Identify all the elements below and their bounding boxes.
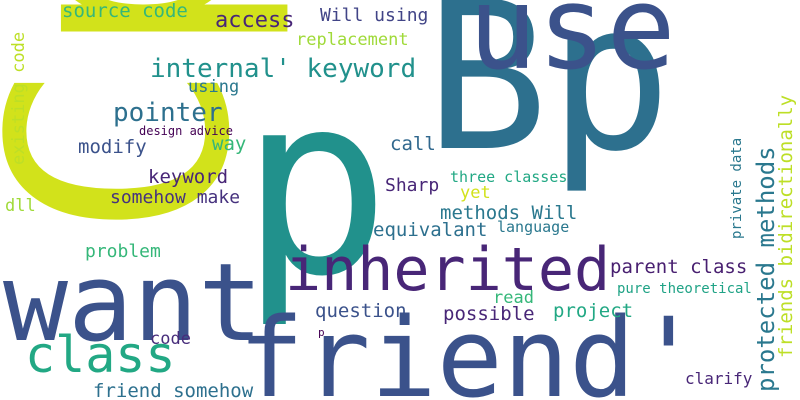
word-private-data: private data (729, 138, 745, 239)
word-p: p (240, 40, 391, 331)
word-friends-bidirectionally: friends bidirectionally (775, 95, 797, 358)
word-design-advice: design advice (139, 124, 233, 138)
word-replacement: replacement (296, 30, 409, 50)
word-p-2: p (318, 326, 325, 339)
word-language: language (497, 218, 569, 236)
word-problem: problem (85, 241, 161, 262)
word-bp: Bp (425, 0, 672, 197)
word-internal-keyword: internal' keyword (150, 54, 416, 84)
word-using: using (188, 77, 239, 97)
word-pure-theoretical: pure theoretical (617, 281, 752, 297)
word-friend-somehow: friend somehow (93, 380, 254, 400)
word-access: access (215, 8, 294, 33)
word-methods-will: methods Will (440, 202, 577, 224)
word-clarify: clarify (685, 369, 753, 388)
word-sharp: Sharp (385, 175, 439, 196)
word-three-classes: three classes (450, 168, 567, 186)
word-code: code (150, 329, 191, 349)
word-project: project (553, 300, 633, 322)
word-pointer: pointer (113, 98, 223, 128)
word-call: call (390, 133, 436, 155)
word-inherited: inherited (285, 235, 610, 305)
word-class: class (25, 326, 176, 384)
word-read: read (493, 288, 534, 308)
word-way: way (212, 133, 246, 155)
word-use: use (468, 0, 676, 96)
word-modify: modify (78, 136, 147, 158)
word-cp: Cp (0, 0, 296, 240)
word-equivalant: equivalant (373, 219, 487, 241)
word-parent-class: parent class (610, 256, 747, 278)
word-existing-code: existing code (9, 32, 29, 165)
word-friend: friend' (238, 294, 702, 400)
word-keyword: keyword (148, 166, 228, 188)
word-question: question (315, 300, 407, 322)
word-dll: dll (5, 196, 36, 216)
word-source-code: source code (62, 0, 188, 22)
word-possible: possible (443, 303, 535, 325)
word-protected-methods: protected methods (752, 146, 780, 392)
word-want: want (3, 241, 263, 366)
word-yet: yet (460, 183, 491, 203)
word-somehow-make: somehow make (110, 187, 240, 208)
word-will-using: Will using (320, 5, 428, 26)
